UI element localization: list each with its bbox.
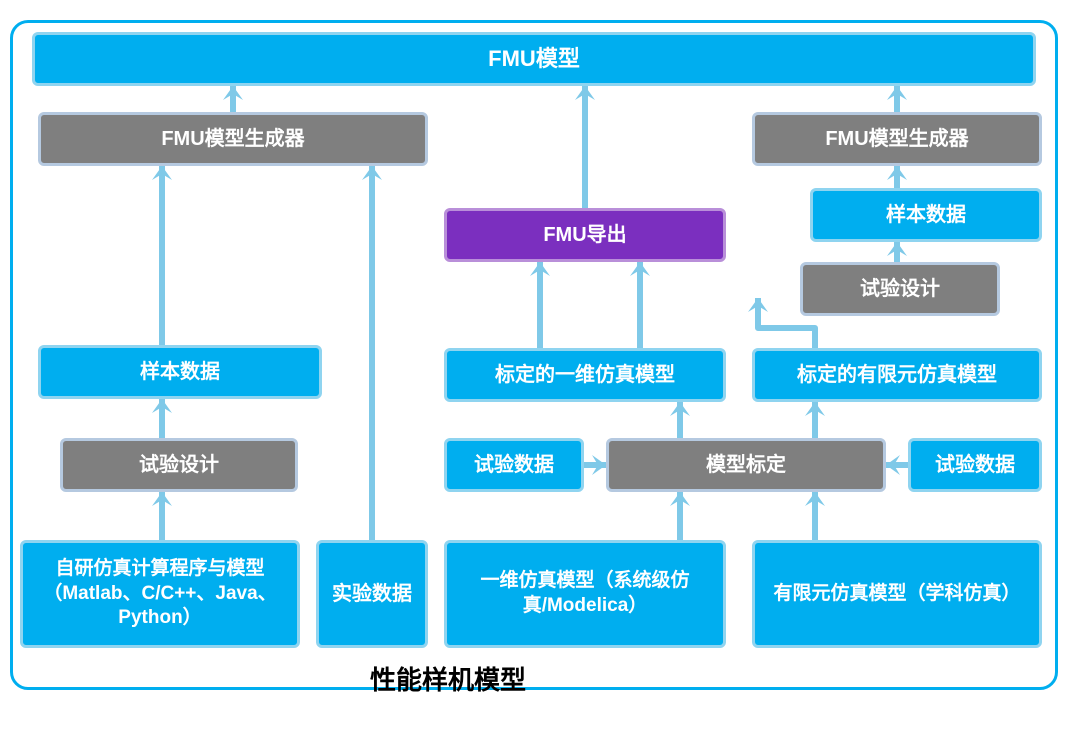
node-doe-right: 试验设计 [800, 262, 1000, 316]
node-fmu-export: FMU导出 [444, 208, 726, 262]
node-model-calib: 模型标定 [606, 438, 886, 492]
node-sample-right: 样本数据 [810, 188, 1042, 242]
node-doe-left: 试验设计 [60, 438, 298, 492]
node-fmu-model: FMU模型 [32, 32, 1036, 86]
node-calib-1d: 标定的一维仿真模型 [444, 348, 726, 402]
node-sim-1d: 一维仿真模型（系统级仿真/Modelica） [444, 540, 726, 648]
node-fmu-gen-left: FMU模型生成器 [38, 112, 428, 166]
node-test-data-l: 试验数据 [444, 438, 584, 492]
diagram-title: 性能样机模型 [370, 660, 526, 697]
node-sim-fem: 有限元仿真模型（学科仿真） [752, 540, 1042, 648]
node-self-dev: 自研仿真计算程序与模型（Matlab、C/C++、Java、Python） [20, 540, 300, 648]
node-fmu-gen-right: FMU模型生成器 [752, 112, 1042, 166]
node-sample-left: 样本数据 [38, 345, 322, 399]
node-calib-fem: 标定的有限元仿真模型 [752, 348, 1042, 402]
node-test-data-r: 试验数据 [908, 438, 1042, 492]
node-exp-data: 实验数据 [316, 540, 428, 648]
diagram-canvas: FMU模型 FMU模型生成器 FMU模型生成器 FMU导出 样本数据 样本数据 … [0, 0, 1068, 732]
